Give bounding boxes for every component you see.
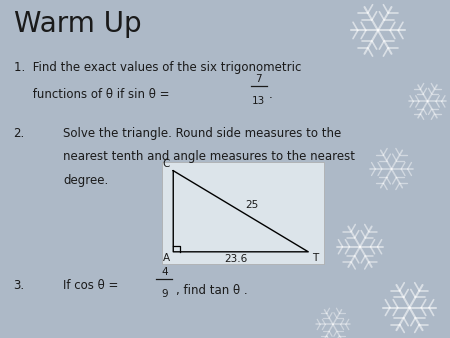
Text: Warm Up: Warm Up <box>14 10 141 38</box>
Text: 1.  Find the exact values of the six trigonometric: 1. Find the exact values of the six trig… <box>14 61 301 74</box>
Text: Solve the triangle. Round side measures to the: Solve the triangle. Round side measures … <box>63 127 341 140</box>
Text: .: . <box>269 88 272 101</box>
Text: degree.: degree. <box>63 174 108 187</box>
Text: 25: 25 <box>245 200 259 210</box>
Text: A: A <box>162 253 170 263</box>
Text: If cos θ =: If cos θ = <box>63 279 122 292</box>
Text: 4: 4 <box>161 267 167 277</box>
Text: functions of θ if sin θ =: functions of θ if sin θ = <box>14 88 173 101</box>
Text: 7: 7 <box>256 74 262 84</box>
Text: T: T <box>312 253 318 263</box>
Text: 13: 13 <box>252 96 266 106</box>
Text: 2.: 2. <box>14 127 25 140</box>
Text: 3.: 3. <box>14 279 25 292</box>
Text: 9: 9 <box>161 289 167 299</box>
Text: , find tan θ .: , find tan θ . <box>176 284 247 297</box>
Text: C: C <box>162 159 170 169</box>
Bar <box>162 162 324 264</box>
Text: nearest tenth and angle measures to the nearest: nearest tenth and angle measures to the … <box>63 150 355 163</box>
Text: 23.6: 23.6 <box>225 254 248 264</box>
